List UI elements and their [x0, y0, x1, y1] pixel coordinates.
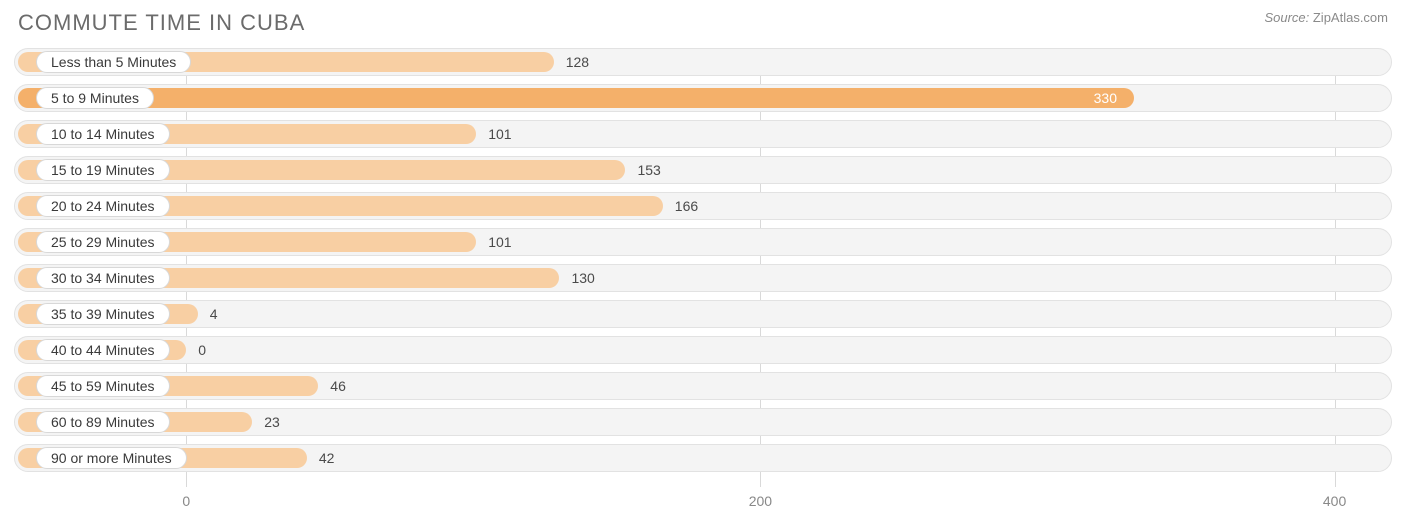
- bar-row: 40 to 44 Minutes 0: [14, 336, 1392, 364]
- category-label-pill: 40 to 44 Minutes: [36, 339, 170, 361]
- category-label-pill: 35 to 39 Minutes: [36, 303, 170, 325]
- category-label-pill: 90 or more Minutes: [36, 447, 187, 469]
- source-attribution: Source: ZipAtlas.com: [1264, 10, 1388, 25]
- bar-track: [14, 300, 1392, 328]
- bar-track: [14, 336, 1392, 364]
- bar-fill: [18, 88, 1134, 108]
- chart-area: Less than 5 Minutes 128 5 to 9 Minutes 330 1…: [14, 48, 1392, 487]
- bar-row: 60 to 89 Minutes 23: [14, 408, 1392, 436]
- bar-row: 10 to 14 Minutes 101: [14, 120, 1392, 148]
- value-label: 46: [330, 378, 346, 394]
- bar-row: 5 to 9 Minutes 330: [14, 84, 1392, 112]
- bar-row: 30 to 34 Minutes 130: [14, 264, 1392, 292]
- value-label: 101: [488, 234, 511, 250]
- value-label: 23: [264, 414, 280, 430]
- bar-row: 90 or more Minutes 42: [14, 444, 1392, 472]
- source-name: ZipAtlas.com: [1313, 10, 1388, 25]
- value-label: 330: [1094, 90, 1117, 106]
- category-label-pill: Less than 5 Minutes: [36, 51, 191, 73]
- x-axis-tick: 400: [1323, 493, 1346, 509]
- chart-rows: Less than 5 Minutes 128 5 to 9 Minutes 330 1…: [14, 48, 1392, 487]
- category-label-pill: 30 to 34 Minutes: [36, 267, 170, 289]
- bar-row: 25 to 29 Minutes 101: [14, 228, 1392, 256]
- bar-row: 20 to 24 Minutes 166: [14, 192, 1392, 220]
- bar-row: 35 to 39 Minutes 4: [14, 300, 1392, 328]
- category-label-pill: 45 to 59 Minutes: [36, 375, 170, 397]
- chart-title: COMMUTE TIME IN CUBA: [18, 10, 305, 36]
- value-label: 130: [571, 270, 594, 286]
- bar-row: Less than 5 Minutes 128: [14, 48, 1392, 76]
- source-prefix: Source:: [1264, 10, 1312, 25]
- category-label-pill: 15 to 19 Minutes: [36, 159, 170, 181]
- value-label: 128: [566, 54, 589, 70]
- category-label-pill: 25 to 29 Minutes: [36, 231, 170, 253]
- value-label: 42: [319, 450, 335, 466]
- category-label-pill: 20 to 24 Minutes: [36, 195, 170, 217]
- x-axis-tick: 0: [182, 493, 190, 509]
- category-label-pill: 5 to 9 Minutes: [36, 87, 154, 109]
- value-label: 0: [198, 342, 206, 358]
- category-label-pill: 10 to 14 Minutes: [36, 123, 170, 145]
- x-axis-tick: 200: [749, 493, 772, 509]
- value-label: 153: [637, 162, 660, 178]
- value-label: 101: [488, 126, 511, 142]
- bar-row: 15 to 19 Minutes 153: [14, 156, 1392, 184]
- value-label: 166: [675, 198, 698, 214]
- category-label-pill: 60 to 89 Minutes: [36, 411, 170, 433]
- bar-row: 45 to 59 Minutes 46: [14, 372, 1392, 400]
- x-axis: 0 200 400: [14, 493, 1392, 513]
- value-label: 4: [210, 306, 218, 322]
